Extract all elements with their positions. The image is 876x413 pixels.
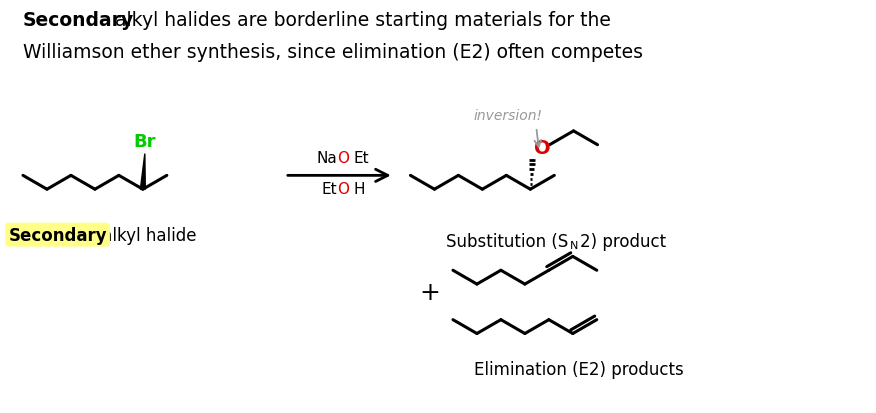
Text: N: N xyxy=(569,240,578,250)
Text: Et: Et xyxy=(354,151,370,166)
Text: inversion!: inversion! xyxy=(474,109,543,123)
Text: Substitution (S: Substitution (S xyxy=(447,232,569,250)
Text: Secondary: Secondary xyxy=(8,226,107,244)
Text: Williamson ether synthesis, since elimination (E2) often competes: Williamson ether synthesis, since elimin… xyxy=(23,43,643,62)
Text: 2) product: 2) product xyxy=(581,232,667,250)
Text: O: O xyxy=(337,151,350,166)
Text: alkyl halides are borderline starting materials for the: alkyl halides are borderline starting ma… xyxy=(110,11,611,30)
Text: H: H xyxy=(354,182,365,197)
Text: alkyl halide: alkyl halide xyxy=(97,226,196,244)
Text: Br: Br xyxy=(133,132,156,150)
Text: Et: Et xyxy=(321,182,337,197)
Text: Na: Na xyxy=(316,151,337,166)
Text: Secondary: Secondary xyxy=(23,11,134,30)
Text: O: O xyxy=(337,182,350,197)
Text: +: + xyxy=(420,280,441,304)
Text: Elimination (E2) products: Elimination (E2) products xyxy=(474,360,683,378)
Text: O: O xyxy=(534,138,551,157)
Polygon shape xyxy=(140,154,145,190)
